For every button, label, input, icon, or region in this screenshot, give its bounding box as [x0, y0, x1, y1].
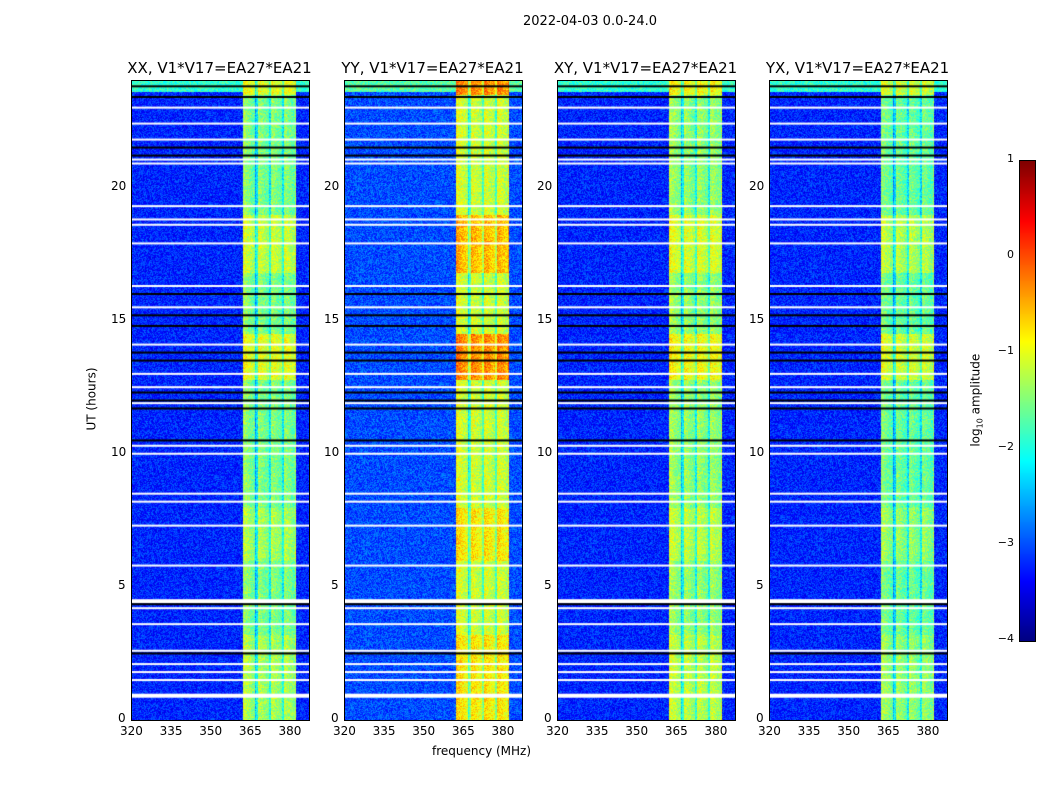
y-tick-label: 20 [537, 178, 553, 193]
y-tick-label: 15 [749, 311, 765, 326]
x-tick-label: 320 [546, 724, 569, 738]
y-tick-label: 5 [544, 577, 552, 592]
x-tick-label: 365 [876, 724, 900, 738]
x-tick-label: 380 [491, 724, 515, 738]
x-tick-label: 350 [837, 724, 861, 738]
x-tick-label: 380 [704, 724, 728, 738]
y-tick-label: 15 [324, 311, 340, 326]
colorbar-tick-label: −4 [997, 632, 1014, 645]
x-tick-label: 380 [916, 724, 940, 738]
spectrogram-panel [769, 80, 948, 721]
x-tick-label: 365 [664, 724, 688, 738]
y-tick-label: 0 [756, 711, 764, 725]
y-tick-label: 10 [111, 444, 127, 459]
y-tick-label: 5 [118, 577, 126, 592]
colorbar-label: log10 amplitude [968, 353, 985, 447]
spectrogram-panel [131, 80, 310, 721]
x-tick-label: 365 [238, 724, 262, 738]
colorbar-tick-label: −2 [997, 440, 1014, 453]
x-tick-label: 365 [451, 724, 475, 738]
colorbar [1019, 160, 1036, 642]
x-tick-label: 350 [412, 724, 436, 738]
y-tick-label: 0 [118, 711, 126, 725]
colorbar-tick-label: 1 [1007, 152, 1014, 165]
panel-title: YX, V1*V17=EA27*EA21 [765, 59, 950, 77]
y-tick-label: 10 [749, 444, 765, 459]
x-axis-label: frequency (MHz) [432, 744, 532, 758]
y-tick-label: 5 [331, 577, 339, 592]
panel-title: XX, V1*V17=EA27*EA21 [127, 59, 312, 77]
y-tick-label: 15 [111, 311, 127, 326]
x-tick-label: 350 [625, 724, 649, 738]
colorbar-tick-label: 0 [1007, 248, 1014, 261]
x-tick-label: 320 [120, 724, 143, 738]
figure-title: 2022-04-03 0.0-24.0 [523, 14, 657, 29]
x-tick-label: 335 [372, 724, 396, 738]
spectrogram-panel [557, 80, 736, 721]
x-tick-label: 335 [585, 724, 609, 738]
colorbar-tick-label: −1 [997, 344, 1014, 357]
y-tick-label: 5 [756, 577, 764, 592]
x-tick-label: 320 [333, 724, 356, 738]
y-tick-label: 10 [537, 444, 553, 459]
y-axis-label: UT (hours) [84, 367, 99, 431]
x-tick-label: 320 [758, 724, 781, 738]
x-tick-label: 350 [199, 724, 223, 738]
y-tick-label: 20 [749, 178, 765, 193]
y-tick-label: 0 [544, 711, 552, 725]
y-tick-label: 10 [324, 444, 340, 459]
panel-title: XY, V1*V17=EA27*EA21 [553, 59, 738, 77]
x-tick-label: 335 [159, 724, 183, 738]
x-tick-label: 335 [797, 724, 821, 738]
y-tick-label: 15 [537, 311, 553, 326]
y-tick-label: 20 [111, 178, 127, 193]
spectrogram-panel [344, 80, 523, 721]
x-tick-label: 380 [278, 724, 302, 738]
colorbar-tick-label: −3 [997, 536, 1014, 549]
panel-title: YY, V1*V17=EA27*EA21 [341, 59, 524, 77]
y-tick-label: 0 [331, 711, 339, 725]
y-tick-label: 20 [324, 178, 340, 193]
